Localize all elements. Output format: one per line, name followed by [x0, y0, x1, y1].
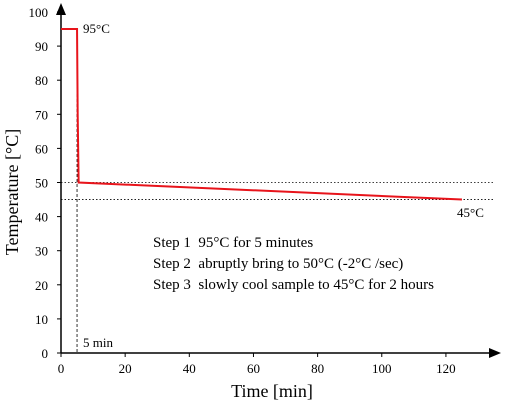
step-1-text: Step 1 95°C for 5 minutes	[153, 235, 313, 251]
step-2-text: Step 2 abruptly bring to 50°C (-2°C /sec…	[153, 256, 403, 272]
y-tick-label-3: 30	[35, 244, 48, 259]
y-tick-label-1: 10	[35, 312, 48, 327]
x-tick-label-5: 100	[372, 361, 392, 376]
x-axis-label: Time [min]	[231, 381, 313, 401]
y-axis-label: Temperature [°C]	[2, 129, 22, 255]
x-tick-label-4: 80	[311, 361, 324, 376]
reference-lines	[61, 29, 493, 353]
x-tick-label-3: 60	[247, 361, 260, 376]
y-axis-arrow	[56, 3, 66, 15]
y-tick-label-5: 50	[35, 176, 48, 191]
y-tick-label-0: 0	[42, 346, 49, 361]
temperature-series-line-0	[61, 28, 463, 201]
end-temp-label: 45°C	[457, 205, 484, 220]
x-axis-arrow	[489, 348, 501, 358]
y-tick-label-7: 70	[35, 107, 48, 122]
axes	[56, 3, 501, 358]
x-tick-label-1: 20	[119, 361, 132, 376]
start-temp-label: 95°C	[83, 21, 110, 36]
y-tick-label-6: 60	[35, 141, 48, 156]
y-tick-label-4: 40	[35, 210, 48, 225]
x-tick-label-0: 0	[58, 361, 65, 376]
x-tick-label-2: 40	[183, 361, 196, 376]
series	[61, 28, 463, 201]
time-marker-label: 5 min	[83, 335, 113, 350]
y-tick-label-10: 100	[29, 5, 49, 20]
y-tick-label-2: 20	[35, 278, 48, 293]
y-tick-label-9: 90	[35, 39, 48, 54]
x-tick-label-6: 120	[436, 361, 456, 376]
step-3-text: Step 3 slowly cool sample to 45°C for 2 …	[153, 277, 434, 293]
y-tick-label-8: 80	[35, 73, 48, 88]
ticks: 0 20 40 60 80 100 120 0 10 20 30 40 50 60 70 80 90 100	[29, 5, 456, 376]
